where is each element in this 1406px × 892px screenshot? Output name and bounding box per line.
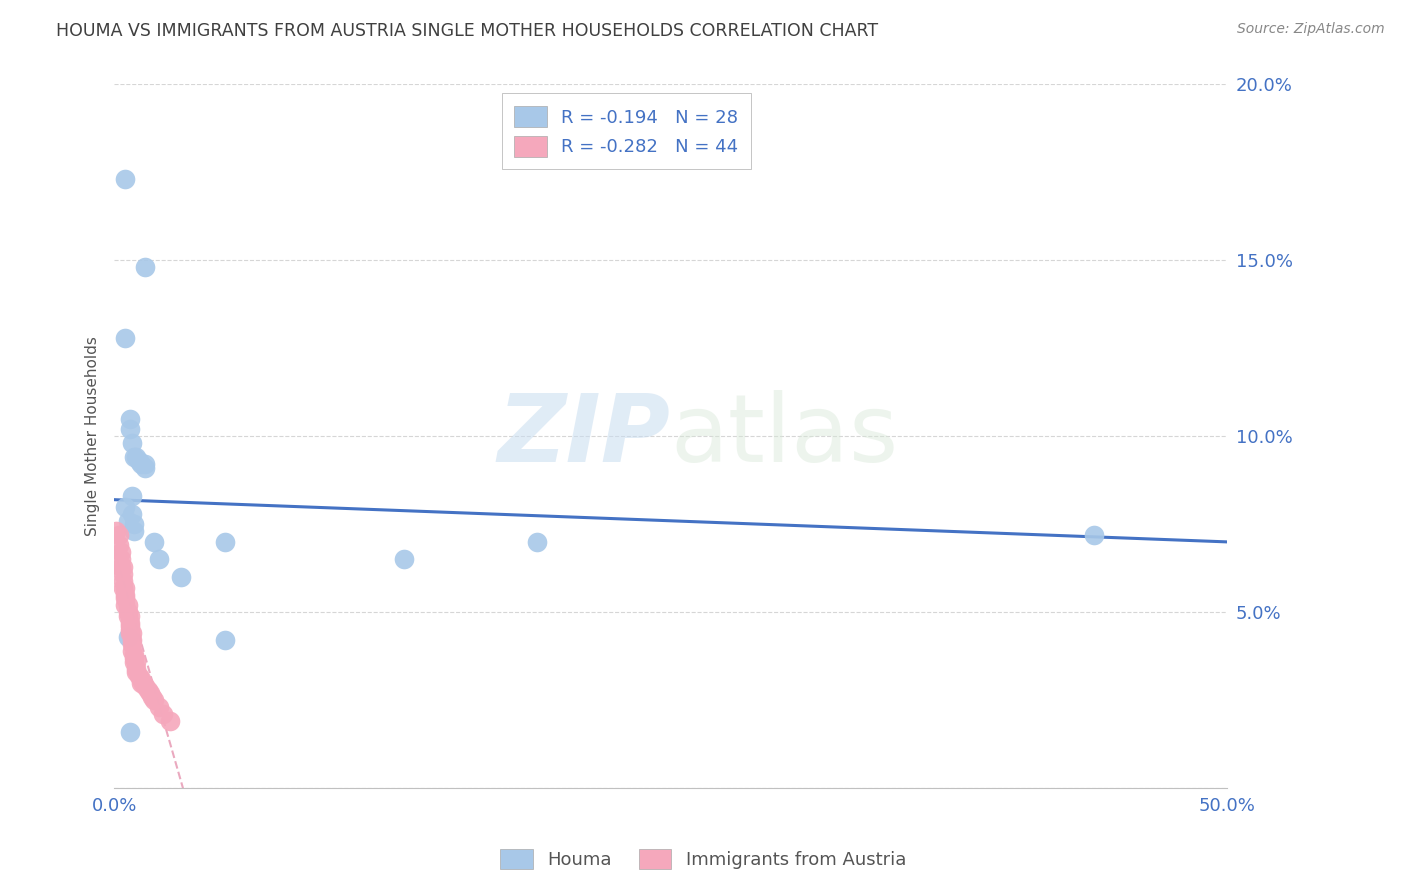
- Point: [141, 690, 163, 704]
- Point: [125, 662, 148, 676]
- Point: [129, 672, 152, 686]
- Point: [152, 707, 174, 722]
- Point: [118, 608, 141, 623]
- Point: [214, 535, 236, 549]
- Point: [122, 450, 145, 465]
- Point: [114, 172, 136, 186]
- Point: [114, 588, 136, 602]
- Point: [214, 633, 236, 648]
- Text: atlas: atlas: [671, 391, 898, 483]
- Point: [117, 630, 139, 644]
- Point: [143, 693, 166, 707]
- Point: [125, 450, 148, 465]
- Point: [148, 552, 170, 566]
- Point: [125, 665, 148, 679]
- Point: [132, 675, 155, 690]
- Point: [107, 528, 129, 542]
- Point: [110, 559, 132, 574]
- Point: [134, 461, 156, 475]
- Point: [114, 581, 136, 595]
- Point: [122, 655, 145, 669]
- Point: [117, 605, 139, 619]
- Point: [114, 331, 136, 345]
- Point: [129, 458, 152, 472]
- Point: [105, 524, 128, 539]
- Point: [129, 675, 152, 690]
- Point: [112, 581, 135, 595]
- Point: [121, 637, 143, 651]
- Point: [136, 682, 159, 697]
- Point: [117, 608, 139, 623]
- Point: [112, 574, 135, 588]
- Point: [128, 454, 150, 468]
- Point: [134, 260, 156, 275]
- Point: [114, 500, 136, 514]
- Point: [114, 599, 136, 613]
- Point: [125, 655, 148, 669]
- Legend: Houma, Immigrants from Austria: Houma, Immigrants from Austria: [491, 839, 915, 879]
- Text: Source: ZipAtlas.com: Source: ZipAtlas.com: [1237, 22, 1385, 37]
- Point: [121, 507, 143, 521]
- Point: [121, 633, 143, 648]
- Point: [170, 570, 193, 584]
- Point: [118, 422, 141, 436]
- Point: [122, 651, 145, 665]
- Point: [107, 538, 129, 552]
- Point: [128, 668, 150, 682]
- Point: [118, 619, 141, 633]
- Point: [121, 489, 143, 503]
- Point: [118, 623, 141, 637]
- Point: [118, 725, 141, 739]
- Legend: R = -0.194   N = 28, R = -0.282   N = 44: R = -0.194 N = 28, R = -0.282 N = 44: [502, 94, 751, 169]
- Point: [139, 686, 162, 700]
- Point: [122, 648, 145, 662]
- Point: [143, 535, 166, 549]
- Point: [112, 559, 135, 574]
- Point: [110, 552, 132, 566]
- Text: ZIP: ZIP: [498, 391, 671, 483]
- Point: [117, 514, 139, 528]
- Point: [110, 545, 132, 559]
- Text: HOUMA VS IMMIGRANTS FROM AUSTRIA SINGLE MOTHER HOUSEHOLDS CORRELATION CHART: HOUMA VS IMMIGRANTS FROM AUSTRIA SINGLE …: [56, 22, 879, 40]
- Point: [121, 436, 143, 450]
- Y-axis label: Single Mother Households: Single Mother Households: [86, 336, 100, 536]
- Point: [1083, 528, 1105, 542]
- Point: [159, 714, 181, 729]
- Point: [121, 644, 143, 658]
- Point: [118, 411, 141, 425]
- Point: [112, 566, 135, 581]
- Point: [118, 626, 141, 640]
- Point: [114, 591, 136, 606]
- Point: [392, 552, 415, 566]
- Point: [526, 535, 548, 549]
- Point: [117, 599, 139, 613]
- Point: [134, 679, 156, 693]
- Point: [148, 700, 170, 714]
- Point: [121, 626, 143, 640]
- Point: [134, 458, 156, 472]
- Point: [118, 615, 141, 630]
- Point: [122, 517, 145, 532]
- Point: [122, 524, 145, 539]
